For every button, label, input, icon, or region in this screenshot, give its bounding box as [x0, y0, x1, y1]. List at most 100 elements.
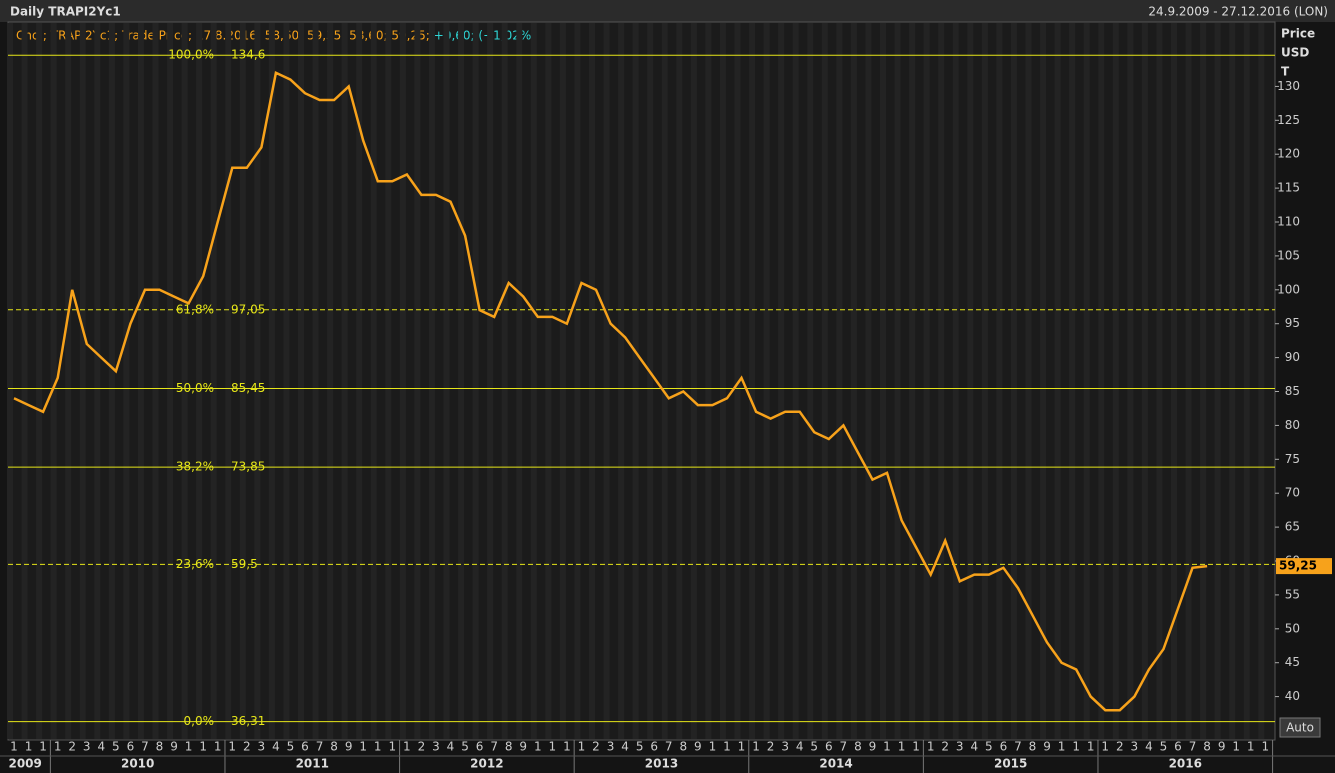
x-tick-label: 6 — [301, 740, 309, 754]
x-tick-label: 6 — [1174, 740, 1182, 754]
auto-label[interactable]: Auto — [1286, 721, 1314, 735]
y-tick-label: 85 — [1285, 384, 1300, 398]
x-tick-label: 3 — [83, 740, 91, 754]
month-stripe — [21, 23, 28, 739]
month-stripe — [763, 23, 770, 739]
level-price: 59,5 — [231, 557, 258, 571]
x-tick-label: 1 — [738, 740, 746, 754]
x-tick-label: 5 — [461, 740, 469, 754]
month-stripe — [356, 23, 363, 739]
x-tick-label: 6 — [825, 740, 833, 754]
x-tick-label: 1 — [563, 740, 571, 754]
x-tick-label: 1 — [359, 740, 367, 754]
x-tick-label: 7 — [490, 740, 498, 754]
month-stripe — [123, 23, 130, 739]
x-tick-label: 7 — [316, 740, 324, 754]
level-price: 36,31 — [231, 714, 265, 728]
x-tick-label: 1 — [374, 740, 382, 754]
x-tick-label: 8 — [156, 740, 164, 754]
month-stripe — [865, 23, 872, 739]
header-bar — [0, 0, 1335, 22]
auto-button[interactable] — [1279, 717, 1321, 738]
x-tick-label: 2 — [767, 740, 775, 754]
month-stripe — [210, 23, 217, 739]
x-tick-label: 3 — [432, 740, 440, 754]
x-tick-label: 1 — [578, 740, 586, 754]
month-stripe — [632, 23, 639, 739]
y-tick-label: 125 — [1277, 113, 1300, 127]
x-tick-label: 1 — [199, 740, 207, 754]
x-tick-label: 7 — [665, 740, 673, 754]
month-stripe — [108, 23, 115, 739]
x-tick-label: 4 — [97, 740, 105, 754]
year-label: 2012 — [470, 757, 503, 771]
month-stripe — [1156, 23, 1163, 739]
month-stripe — [880, 23, 886, 739]
month-stripe — [1200, 23, 1207, 739]
x-tick-label: 5 — [112, 740, 120, 754]
x-tick-label: 1 — [388, 740, 396, 754]
level-percent: 100,0% — [168, 48, 214, 62]
y-tick-label: 40 — [1285, 689, 1300, 703]
year-label: 2011 — [296, 757, 329, 771]
month-stripe — [443, 23, 450, 739]
x-tick-label: 8 — [679, 740, 687, 754]
x-tick-label: 3 — [956, 740, 964, 754]
month-stripe — [894, 23, 901, 739]
last-price-label: 59,25 — [1279, 559, 1317, 573]
month-stripe — [7, 23, 13, 739]
month-stripe — [807, 23, 814, 739]
x-tick-label: 9 — [1218, 740, 1226, 754]
month-stripe — [1229, 23, 1236, 739]
month-stripe — [967, 23, 974, 739]
month-stripe — [530, 23, 537, 739]
year-label: 2009 — [8, 757, 41, 771]
month-stripe — [312, 23, 319, 739]
month-stripe — [705, 23, 712, 739]
month-stripe — [65, 23, 72, 739]
last-price-tag — [1276, 558, 1332, 575]
x-tick-label: 1 — [912, 740, 920, 754]
x-tick-label: 8 — [1203, 740, 1211, 754]
x-tick-label: 1 — [927, 740, 935, 754]
month-stripe — [1069, 23, 1076, 739]
x-tick-label: 7 — [1189, 740, 1197, 754]
month-stripe — [428, 23, 435, 739]
x-tick-label: 2 — [68, 740, 76, 754]
month-stripe — [327, 23, 334, 739]
y-tick-label: 50 — [1285, 621, 1300, 635]
month-stripe — [1127, 23, 1134, 739]
chart-title: Daily TRAPI2Yc1 — [10, 5, 121, 19]
month-stripe — [574, 23, 581, 739]
axis-title: T — [1281, 65, 1290, 79]
x-tick-label: 1 — [883, 740, 891, 754]
x-tick-label: 1 — [39, 740, 47, 754]
x-tick-label: 1 — [752, 740, 760, 754]
x-tick-label: 1 — [1232, 740, 1240, 754]
month-stripe — [1214, 23, 1221, 739]
x-tick-label: 2 — [243, 740, 251, 754]
level-percent: 61,8% — [176, 302, 214, 316]
year-label: 2014 — [819, 757, 852, 771]
x-tick-label: 6 — [476, 740, 484, 754]
y-tick-label: 130 — [1277, 79, 1300, 93]
month-stripe — [501, 23, 508, 739]
month-stripe — [589, 23, 595, 739]
level-price: 97,05 — [231, 302, 265, 316]
month-stripe — [341, 23, 348, 739]
x-tick-label: 1 — [1072, 740, 1080, 754]
month-stripe — [472, 23, 479, 739]
month-stripe — [137, 23, 144, 739]
x-tick-label: 4 — [970, 740, 978, 754]
x-tick-label: 4 — [272, 740, 280, 754]
x-tick-label: 8 — [854, 740, 862, 754]
x-tick-label: 1 — [403, 740, 411, 754]
x-tick-label: 9 — [519, 740, 527, 754]
x-tick-label: 1 — [549, 740, 557, 754]
month-stripe — [690, 23, 697, 739]
legend-text: Cndl; TRAPI2Yc1; Trade Price; 17.8.2016;… — [16, 29, 430, 43]
y-tick-label: 75 — [1285, 452, 1300, 466]
year-label: 2016 — [1169, 757, 1202, 771]
x-tick-label: 9 — [170, 740, 178, 754]
